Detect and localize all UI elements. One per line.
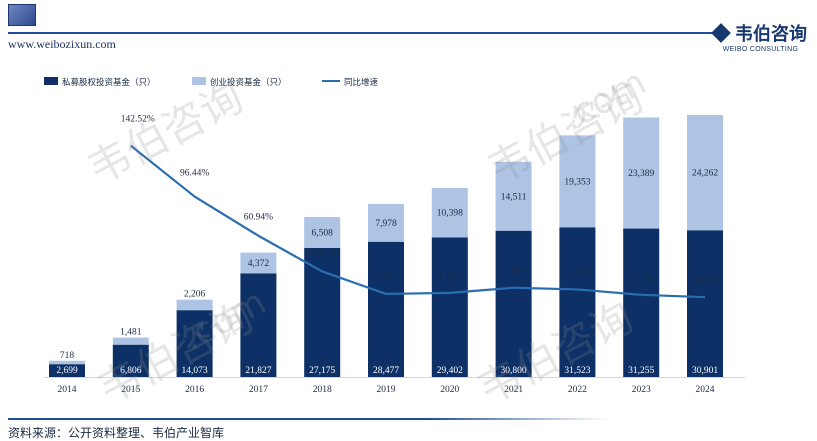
bar-label-vc: 19,353 (564, 177, 590, 187)
bar-label-vc: 10,398 (437, 209, 463, 219)
bar-pe (49, 364, 85, 377)
bar-pe (112, 344, 149, 377)
site-url[interactable]: www.weibozixun.com (8, 37, 116, 51)
bar-label-pe: 30,901 (692, 366, 718, 376)
bar-vc (240, 252, 277, 274)
x-tick-label: 2021 (504, 385, 523, 395)
growth-label: 7.41% (629, 274, 654, 284)
bar-label-vc: 14,511 (501, 192, 527, 202)
bar-label-vc: 1,481 (120, 328, 142, 338)
growth-label: 9.18% (438, 272, 463, 282)
bar-pe (495, 230, 532, 377)
bar-pe (431, 237, 468, 377)
growth-label: 12.28% (563, 268, 592, 278)
bar-pe (240, 273, 277, 377)
growth-label: 60.94% (244, 213, 273, 223)
bar-label-vc: 718 (60, 351, 75, 361)
x-tick-label: 2016 (185, 385, 204, 395)
x-tick-label: 2017 (249, 385, 268, 395)
logo-mark (8, 4, 36, 26)
growth-label: 8.23% (374, 273, 399, 283)
growth-label: 142.52% (121, 115, 155, 125)
bar-label-pe: 31,255 (628, 366, 654, 376)
bar-label-vc: 24,262 (692, 169, 718, 179)
brand-name-cn: 韦伯咨询 (735, 24, 807, 45)
bar-pe (368, 241, 404, 377)
bar-label-pe: 31,523 (564, 366, 590, 376)
growth-line (130, 144, 706, 299)
bar-pe (176, 310, 213, 377)
bar-label-pe: 21,827 (245, 366, 271, 376)
bar-vc (687, 115, 723, 231)
bar-label-pe: 28,477 (373, 366, 399, 376)
bar-vc (368, 203, 404, 242)
bar-label-pe: 14,073 (182, 366, 208, 376)
bar-label-vc: 7,978 (375, 219, 397, 229)
growth-label: 96.44% (180, 169, 209, 179)
brand-name-en: WEIBO CONSULTING (722, 46, 799, 53)
bar-vc (623, 117, 660, 229)
bar-label-pe: 30,800 (501, 366, 527, 376)
bar-label-pe: 2,699 (56, 366, 78, 376)
bar-label-pe: 29,402 (437, 366, 463, 376)
growth-label: 5.25% (693, 276, 718, 286)
source-note: 资料来源：公开资料整理、韦伯产业智库 (8, 426, 225, 440)
legend-label-pe: 私募股权投资基金（只） (62, 77, 156, 88)
x-tick-label: 2023 (632, 385, 651, 395)
bar-vc (559, 135, 596, 228)
legend-swatch-vc (192, 77, 206, 85)
bar-vc (176, 299, 213, 311)
legend-swatch-pe (44, 77, 58, 85)
x-tick-label: 2020 (440, 385, 459, 395)
bar-pe (559, 227, 596, 377)
bar-pe (623, 228, 660, 377)
bar-label-pe: 27,175 (309, 366, 335, 376)
bar-vc (304, 217, 341, 248)
bar-label-vc: 4,372 (248, 259, 270, 269)
brand-logo: 韦伯咨询 WEIBO CONSULTING (711, 20, 807, 53)
bar-vc (495, 161, 532, 231)
x-tick-label: 2015 (121, 385, 140, 395)
x-tick-label: 2019 (377, 385, 396, 395)
x-tick-label: 2024 (696, 385, 715, 395)
bar-label-pe: 6,806 (120, 366, 142, 376)
bar-pe (304, 247, 341, 377)
bar-vc (112, 337, 149, 345)
footer-divider (8, 418, 608, 420)
header-divider (8, 32, 718, 34)
bar-label-vc: 2,206 (184, 290, 206, 300)
x-tick-label: 2018 (313, 385, 332, 395)
bar-vc (49, 360, 85, 365)
growth-label: 13.85% (499, 267, 528, 277)
bar-label-vc: 23,389 (628, 169, 654, 179)
bar-pe (687, 230, 723, 377)
bar-vc (431, 187, 468, 238)
bar-label-vc: 6,508 (312, 228, 334, 238)
x-tick-label: 2022 (568, 385, 587, 395)
legend-label-growth: 同比增速 (344, 77, 379, 88)
legend-label-vc: 创业投资基金（只） (210, 77, 287, 88)
x-tick-label: 2014 (58, 385, 77, 395)
growth-label: 28.57% (308, 248, 337, 258)
